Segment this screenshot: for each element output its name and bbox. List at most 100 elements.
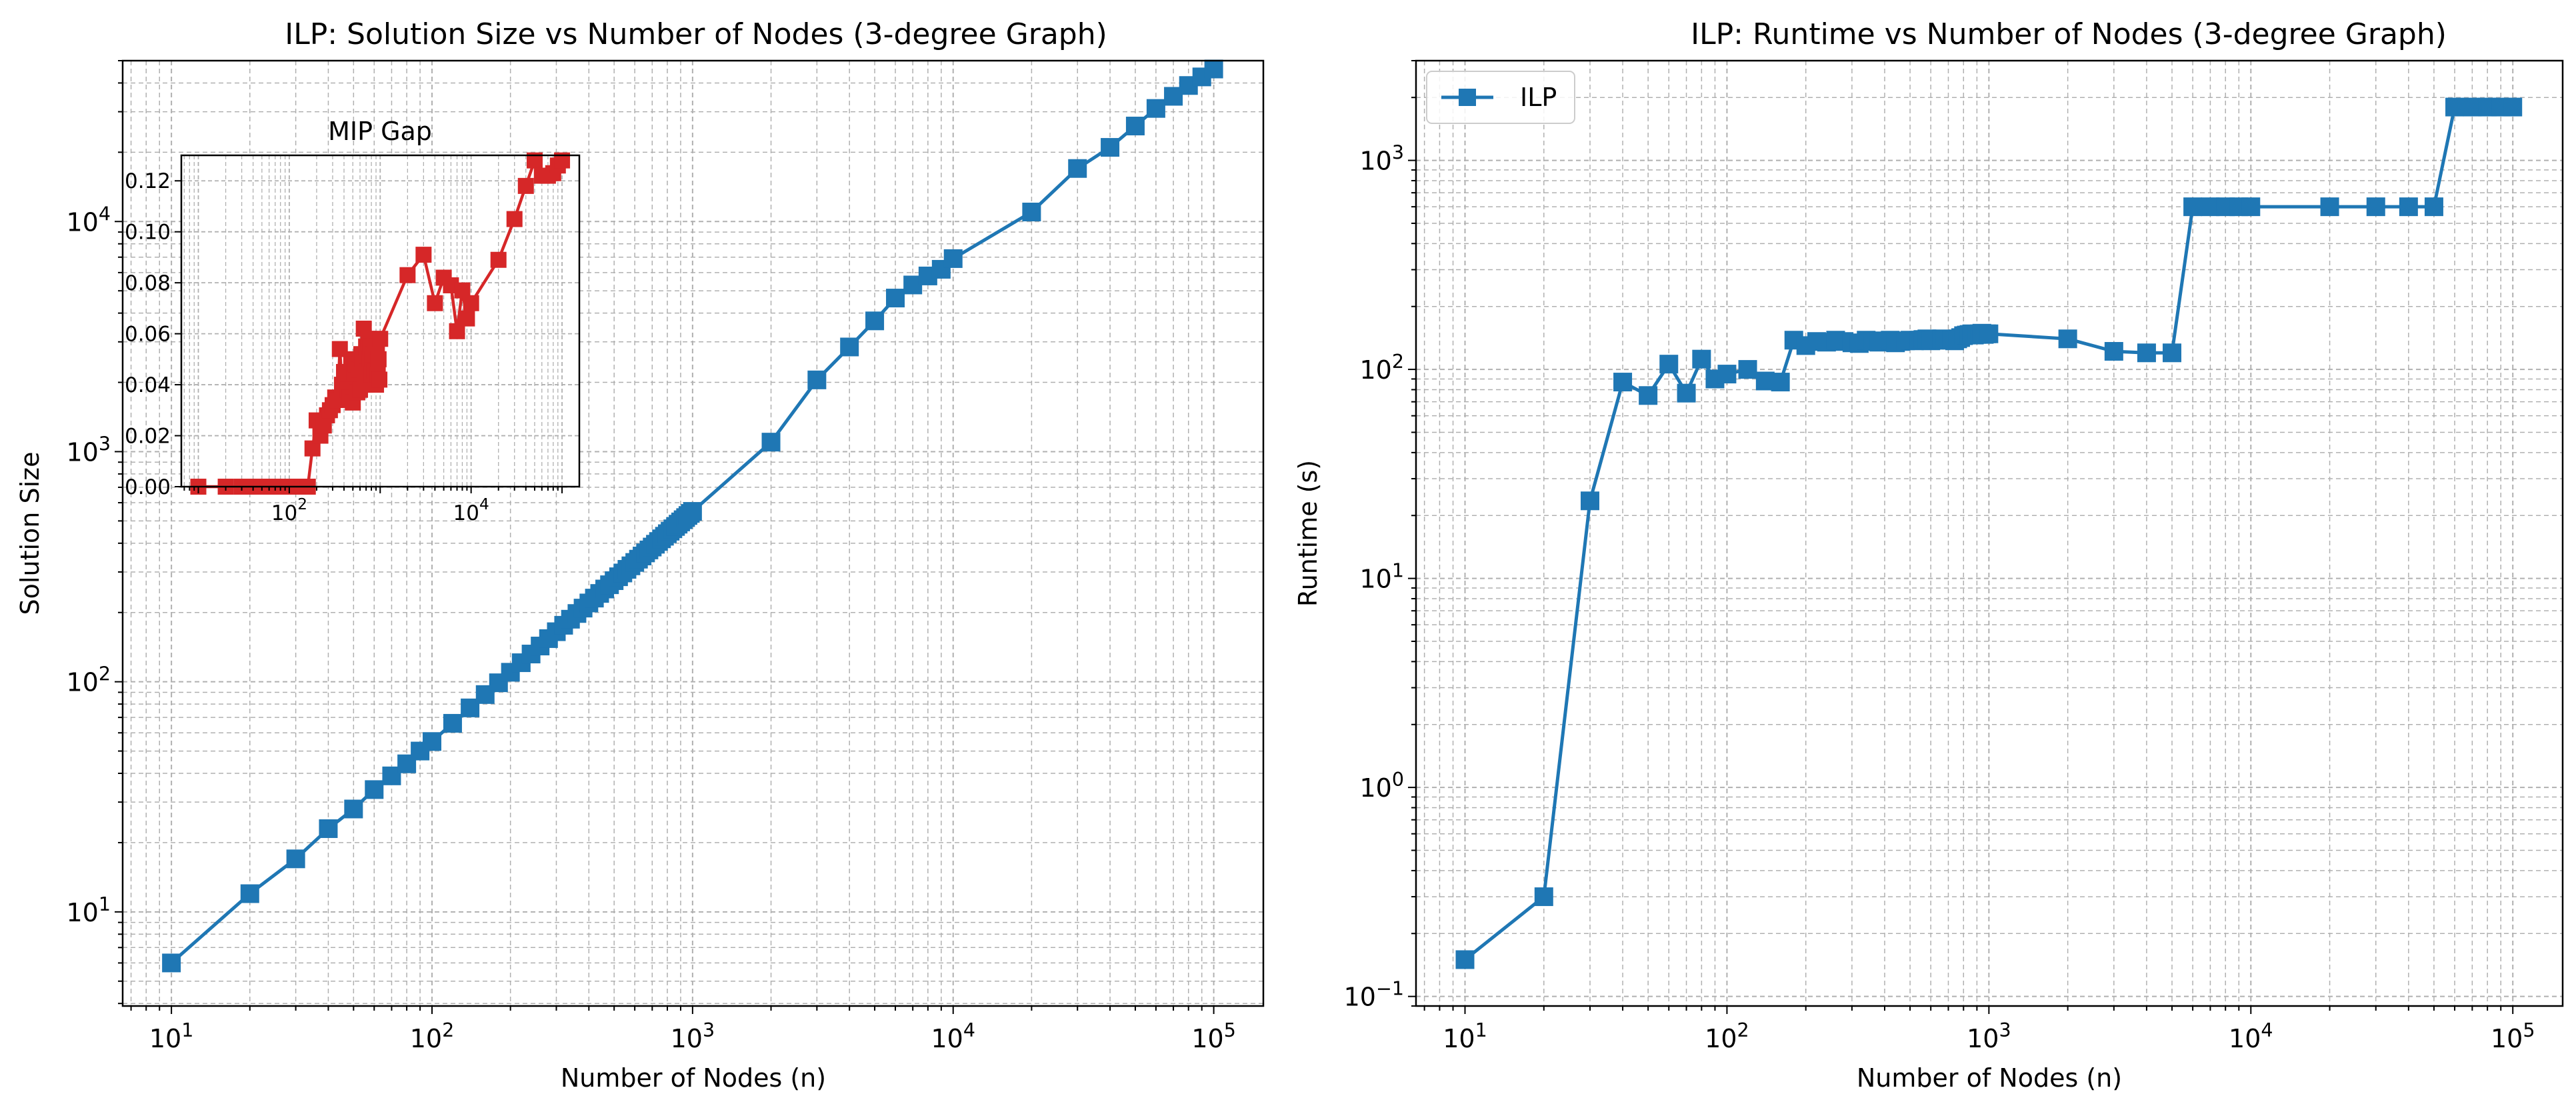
right-data-point [1677, 383, 1696, 403]
right-data-point [2058, 329, 2077, 349]
right-x-tick-label-exponent: 2 [1737, 1019, 1749, 1041]
right-data-point [1692, 349, 1711, 369]
legend: ILP [1426, 71, 1575, 124]
left-data-point [240, 884, 259, 903]
left-x-tick-label: 105 [1191, 1019, 1236, 1053]
right-data-point [2503, 97, 2523, 117]
inset-data-point [490, 251, 507, 268]
inset-x-tick-label-exponent: 2 [297, 495, 307, 513]
inset-x-tick-label-base: 10 [271, 501, 297, 525]
right-x-tick-label: 105 [2491, 1019, 2535, 1053]
right-y-tick-label: 103 [1360, 142, 1405, 176]
left-data-point [1125, 117, 1145, 136]
right-y-tick-label-base: 10 [1344, 983, 1376, 1012]
right-series-line [1455, 97, 2523, 969]
left-data-point [865, 311, 885, 331]
left-x-tick-label-base: 10 [671, 1024, 703, 1053]
inset-y-tick-label: 0.04 [125, 373, 171, 397]
right-x-tick-label-exponent: 3 [1999, 1019, 2011, 1041]
right-data-point [2137, 343, 2156, 363]
right-x-ticks: 101 102 103 104 105 [1423, 1006, 2535, 1053]
right-x-tick-label-exponent: 4 [2261, 1019, 2273, 1041]
right-data-point [1534, 887, 1553, 907]
inset-y-tick-label: 0.12 [125, 169, 171, 193]
left-data-point [943, 249, 963, 268]
left-x-tick-label-exponent: 1 [181, 1019, 193, 1041]
legend-label-ilp: ILP [1520, 83, 1557, 112]
left-x-axis-label: Number of Nodes (n) [561, 1063, 826, 1093]
left-y-tick-label-base: 10 [67, 207, 99, 237]
left-x-tick-label-base: 10 [149, 1024, 181, 1053]
right-x-tick-label-exponent: 1 [1475, 1019, 1487, 1041]
inset-data-point [459, 310, 475, 327]
right-y-tick-label-exponent: 3 [1392, 142, 1404, 164]
inset-x-tick-label-base: 10 [453, 501, 479, 525]
inset-x-tick-label: 104 [453, 495, 489, 525]
right-y-tick-label-base: 10 [1360, 773, 1392, 803]
inset-data-point [517, 177, 534, 194]
right-x-tick-label: 104 [2229, 1019, 2273, 1053]
inset-data-point [372, 331, 389, 347]
right-x-tick-label-base: 10 [2491, 1024, 2523, 1053]
right-x-tick-label: 101 [1443, 1019, 1487, 1053]
left-data-point [443, 713, 462, 733]
inset-y-tick-label: 0.06 [125, 323, 171, 347]
right-data-point [2445, 97, 2465, 117]
left-data-point [1101, 138, 1120, 157]
inset-data-point [415, 247, 432, 263]
right-y-tick-label-exponent: 1 [1392, 560, 1404, 582]
right-data-point [1455, 950, 1475, 969]
right-y-tick-label-base: 10 [1360, 355, 1392, 385]
right-y-tick-label: 100 [1360, 769, 1405, 803]
left-y-tick-label: 101 [67, 893, 111, 927]
right-x-axis-label: Number of Nodes (n) [1857, 1063, 2122, 1093]
solution-size-panel: ILP: Solution Size vs Number of Nodes (3… [15, 17, 1265, 1093]
left-x-ticks: 101 102 103 104 105 [130, 1006, 1236, 1053]
right-chart-title: ILP: Runtime vs Number of Nodes (3-degre… [1691, 17, 2447, 51]
left-y-tick-label-base: 10 [67, 898, 99, 927]
left-y-tick-label-exponent: 3 [99, 433, 111, 455]
right-data-point [2241, 197, 2261, 217]
right-x-tick-label-base: 10 [2229, 1024, 2261, 1053]
inset-data-point [371, 371, 388, 388]
left-y-tick-label-base: 10 [67, 437, 99, 467]
right-data-point [2163, 343, 2182, 363]
right-data-point [1979, 324, 1999, 343]
inset-x-ticks: 102 104 [183, 487, 563, 525]
left-y-tick-label-exponent: 4 [99, 203, 111, 225]
left-data-point [1146, 99, 1165, 118]
right-x-tick-label: 102 [1705, 1019, 1749, 1053]
right-y-tick-label-exponent: −1 [1376, 978, 1404, 1000]
left-series-line [162, 59, 1223, 973]
inset-data-point [399, 267, 416, 283]
right-data-point [1738, 360, 1757, 379]
right-y-tick-label-base: 10 [1360, 565, 1392, 594]
mip-gap-inset: MIP Gap 102 104 0.000.020.040.060.080.100… [125, 117, 581, 525]
left-x-tick-label-exponent: 3 [703, 1019, 715, 1041]
left-y-tick-label: 104 [67, 203, 111, 237]
inset-y-tick-label: 0.10 [125, 221, 171, 245]
inset-y-tick-label: 0.00 [125, 475, 171, 499]
left-data-point [1204, 59, 1223, 79]
left-y-tick-label-exponent: 1 [99, 893, 111, 915]
right-x-tick-label-base: 10 [1705, 1024, 1737, 1053]
inset-data-point [463, 295, 479, 311]
left-x-tick-label: 102 [410, 1019, 455, 1053]
left-data-point [162, 953, 181, 973]
left-grid [123, 60, 1263, 1006]
left-data-point [840, 337, 859, 357]
right-x-tick-label-base: 10 [1443, 1024, 1475, 1053]
left-data-point [286, 849, 305, 869]
inset-y-tick-label: 0.02 [125, 425, 171, 449]
runtime-panel: ILP: Runtime vs Number of Nodes (3-degre… [1293, 17, 2564, 1093]
right-data-point [2424, 197, 2443, 217]
left-data-point [365, 780, 384, 799]
left-x-tick-label: 104 [931, 1019, 975, 1053]
right-grid [1416, 60, 2563, 1007]
left-x-tick-label-exponent: 4 [963, 1019, 975, 1041]
inset-x-tick-label-exponent: 4 [479, 495, 489, 513]
left-y-tick-label-exponent: 2 [99, 663, 111, 685]
right-data-point [2104, 342, 2123, 361]
